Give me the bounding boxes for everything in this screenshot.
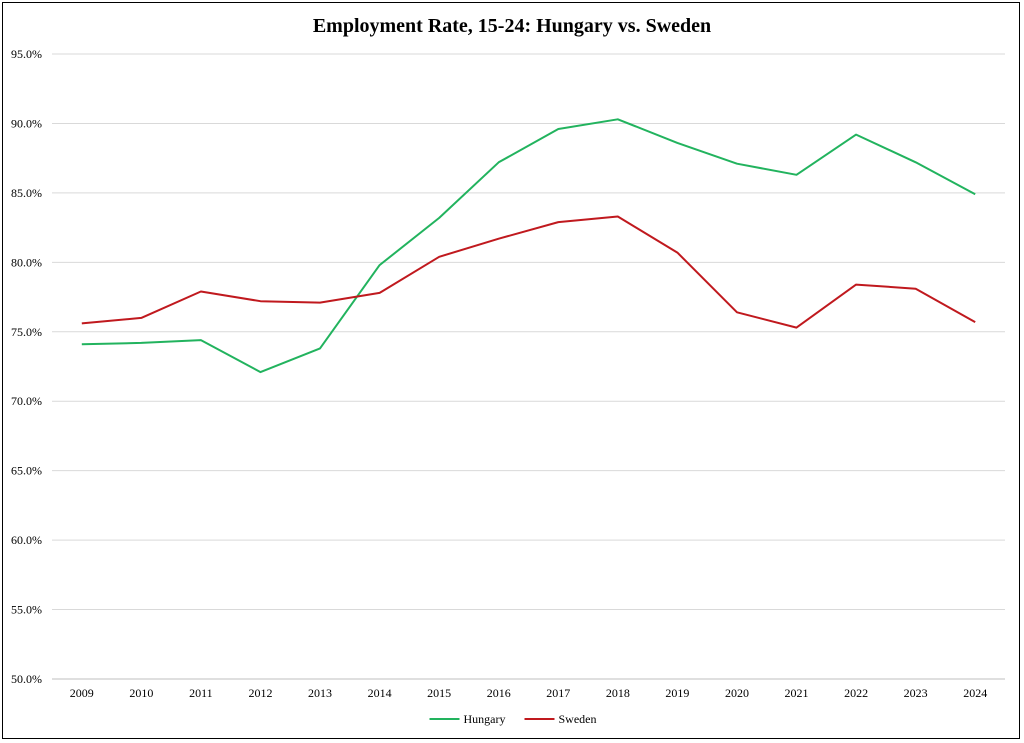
x-tick-label: 2017 xyxy=(546,686,570,700)
y-axis-tick-labels: 50.0% 55.0% 60.0% 65.0% 70.0% 75.0% 80.0% 85.0%… xyxy=(11,47,42,686)
x-tick-label: 2011 xyxy=(189,686,213,700)
x-tick-label: 2019 xyxy=(665,686,689,700)
y-tick-label: 95.0% xyxy=(11,47,42,61)
x-tick-label: 2016 xyxy=(487,686,511,700)
y-tick-label: 50.0% xyxy=(11,672,42,686)
series-line-hungary xyxy=(81,118,976,374)
series-line-sweden xyxy=(81,215,976,329)
x-tick-label: 2024 xyxy=(963,686,987,700)
y-tick-label: 90.0% xyxy=(11,116,42,130)
series-lines xyxy=(81,118,976,374)
y-tick-label: 85.0% xyxy=(11,186,42,200)
x-tick-label: 2018 xyxy=(606,686,630,700)
x-tick-label: 2022 xyxy=(844,686,868,700)
y-tick-label: 75.0% xyxy=(11,325,42,339)
y-tick-label: 80.0% xyxy=(11,255,42,269)
chart-title: Employment Rate, 15-24: Hungary vs. Swed… xyxy=(313,15,711,37)
gridlines xyxy=(52,53,1005,680)
legend-label-hungary: Hungary xyxy=(464,712,506,726)
x-axis-tick-labels: 2009 2010 2011 2012 2013 2014 2015 2016 2017 2018… xyxy=(70,686,987,700)
y-tick-label: 70.0% xyxy=(11,394,42,408)
x-tick-label: 2009 xyxy=(70,686,94,700)
legend-label-sweden: Sweden xyxy=(559,712,597,726)
y-tick-label: 60.0% xyxy=(11,533,42,547)
x-tick-label: 2013 xyxy=(308,686,332,700)
x-tick-label: 2012 xyxy=(248,686,272,700)
y-tick-label: 65.0% xyxy=(11,464,42,478)
legend: Hungary Sweden xyxy=(429,712,597,726)
x-tick-label: 2023 xyxy=(904,686,928,700)
y-tick-label: 55.0% xyxy=(11,603,42,617)
x-tick-label: 2021 xyxy=(785,686,809,700)
x-tick-label: 2014 xyxy=(368,686,392,700)
x-tick-label: 2020 xyxy=(725,686,749,700)
x-tick-label: 2015 xyxy=(427,686,451,700)
x-tick-label: 2010 xyxy=(129,686,153,700)
